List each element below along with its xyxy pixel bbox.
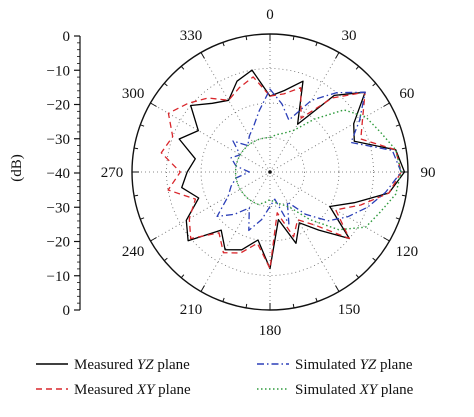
angle-tick-label: 240 — [122, 244, 145, 260]
series-line-3 — [216, 88, 402, 232]
angle-tick-mark — [222, 297, 225, 302]
angle-tick-mark — [163, 82, 168, 87]
radial-tick-label: −20 — [47, 235, 70, 251]
angle-tick-mark — [292, 36, 295, 41]
angle-tick-mark — [383, 237, 390, 242]
legend: Measured YZ plane Measured XY plane Simula… — [36, 357, 414, 398]
center-point — [268, 170, 272, 174]
angle-tick-mark — [200, 285, 205, 292]
angle-tick-mark — [401, 147, 406, 150]
angle-tick-mark — [315, 297, 318, 302]
angle-tick-mark — [245, 303, 248, 308]
radial-tick-label: −10 — [47, 63, 70, 79]
angle-tick-mark — [355, 274, 360, 279]
angle-tick-mark — [335, 52, 340, 59]
angle-tick-mark — [140, 217, 145, 220]
radial-axis-label: (dB) — [9, 154, 25, 182]
radial-tick-label: −20 — [47, 98, 70, 114]
angle-tick-mark — [134, 194, 139, 197]
angle-tick-mark — [163, 257, 168, 262]
grid-spoke — [200, 171, 271, 292]
radial-tick-label: 0 — [63, 29, 71, 45]
angle-tick-label: 120 — [396, 244, 419, 260]
grid-spoke — [269, 102, 390, 173]
grid-spoke — [150, 102, 271, 173]
radial-tick-label: 0 — [63, 303, 71, 319]
angle-tick-mark — [222, 42, 225, 47]
series-line-4 — [234, 109, 402, 231]
grid-spoke — [269, 171, 340, 292]
series-group — [160, 69, 406, 270]
angle-tick-mark — [180, 65, 185, 70]
radial-tick-label: −40 — [47, 166, 70, 182]
grid-spoke — [200, 52, 271, 173]
angle-tick-mark — [355, 65, 360, 70]
grid-circle — [235, 137, 305, 207]
radial-tick-label: −30 — [47, 132, 70, 148]
angle-tick-label: 60 — [399, 86, 414, 102]
legend-label: Simulated YZ plane — [295, 357, 413, 373]
angle-tick-mark — [395, 217, 400, 220]
series-line-1 — [178, 69, 406, 270]
angle-tick-mark — [401, 194, 406, 197]
radial-tick-label: −30 — [47, 200, 70, 216]
angle-tick-mark — [200, 52, 205, 59]
angle-tick-mark — [315, 42, 318, 47]
angle-tick-mark — [292, 303, 295, 308]
angle-tick-label: 30 — [342, 28, 357, 44]
angle-tick-mark — [245, 36, 248, 41]
radial-scale: 0 −10 −20 −30 −40 −30 −20 −10 0 — [47, 29, 81, 319]
legend-label: Simulated XY plane — [295, 382, 414, 398]
legend-label: Measured XY plane — [74, 382, 191, 398]
angle-tick-mark — [372, 257, 377, 262]
angle-tick-mark — [150, 237, 157, 242]
series-line-2 — [160, 76, 402, 270]
grid-circle — [166, 68, 374, 276]
radial-tick-label: −10 — [47, 269, 70, 285]
angle-tick-mark — [180, 274, 185, 279]
angular-tick-labels: 0 30 60 90 120 150 180 210 240 270 300 330 — [101, 7, 436, 339]
angle-tick-label: 150 — [338, 302, 361, 318]
angle-tick-mark — [372, 82, 377, 87]
grid-spoke — [150, 171, 271, 242]
angle-tick-mark — [134, 147, 139, 150]
angle-tick-mark — [150, 102, 157, 107]
angle-tick-mark — [140, 124, 145, 127]
grid-spoke — [269, 52, 340, 173]
legend-label: Measured YZ plane — [74, 357, 190, 373]
angle-tick-label: 210 — [180, 302, 203, 318]
angle-tick-mark — [395, 124, 400, 127]
angle-tick-label: 90 — [421, 165, 436, 181]
angle-tick-mark — [383, 102, 390, 107]
angle-tick-mark — [335, 285, 340, 292]
angle-tick-label: 300 — [122, 86, 145, 102]
angle-tick-label: 330 — [180, 28, 203, 44]
angle-tick-label: 180 — [259, 323, 282, 339]
angle-tick-label: 0 — [266, 7, 274, 23]
angle-tick-label: 270 — [101, 165, 124, 181]
